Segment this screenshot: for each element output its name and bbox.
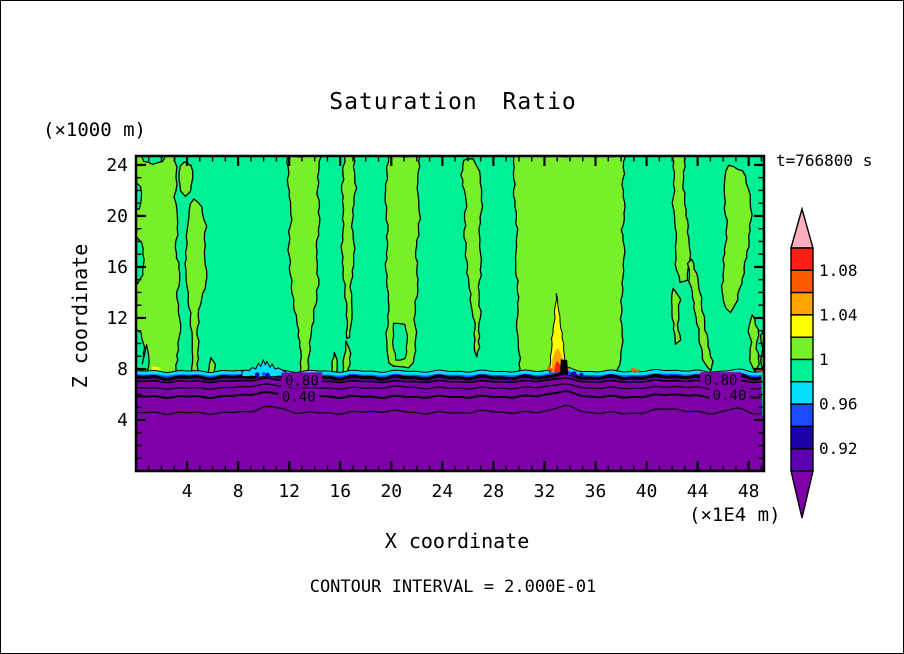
- y-axis-title: Z coordinate: [68, 243, 92, 389]
- svg-text:20: 20: [380, 481, 402, 502]
- svg-text:4: 4: [182, 481, 193, 502]
- svg-text:0.40: 0.40: [282, 389, 316, 405]
- svg-text:40: 40: [636, 481, 658, 502]
- svg-text:16: 16: [106, 257, 128, 278]
- plot-area: 0.80 0.800.40 0.40: [136, 156, 764, 471]
- colorbar-tick-label: 0.96: [819, 395, 858, 414]
- x-axis-unit-label: (×1E4 m): [689, 504, 781, 526]
- svg-text:24: 24: [106, 155, 128, 176]
- svg-text:48: 48: [738, 481, 760, 502]
- svg-text:24: 24: [431, 481, 453, 502]
- svg-text:32: 32: [534, 481, 556, 502]
- svg-text:16: 16: [329, 481, 351, 502]
- colorbar-tick-label: 1: [819, 350, 829, 369]
- timestamp-label: t=766800 s: [776, 151, 873, 170]
- svg-text:36: 36: [585, 481, 607, 502]
- svg-text:20: 20: [106, 206, 128, 227]
- svg-text:4: 4: [117, 410, 128, 431]
- colorbar: 1.08 1.04 1 0.96 0.92: [790, 206, 858, 519]
- chart-title: Saturation Ratio: [329, 89, 577, 115]
- svg-text:8: 8: [117, 359, 128, 380]
- svg-text:44: 44: [687, 481, 709, 502]
- svg-text:0.40: 0.40: [713, 388, 747, 404]
- y-axis-unit-label: (×1000 m): [43, 119, 146, 141]
- colorbar-tick-label: 0.92: [819, 439, 858, 458]
- svg-text:0.80: 0.80: [285, 373, 319, 389]
- svg-text:12: 12: [106, 308, 128, 329]
- svg-text:0.80: 0.80: [704, 373, 738, 389]
- svg-text:12: 12: [278, 481, 300, 502]
- contour-interval-label: CONTOUR INTERVAL = 2.000E-01: [309, 577, 597, 597]
- colorbar-tick-label: 1.04: [819, 305, 858, 324]
- svg-text:28: 28: [483, 481, 505, 502]
- x-axis-title: X coordinate: [384, 529, 530, 553]
- colorbar-tick-label: 1.08: [819, 261, 858, 280]
- svg-text:8: 8: [233, 481, 244, 502]
